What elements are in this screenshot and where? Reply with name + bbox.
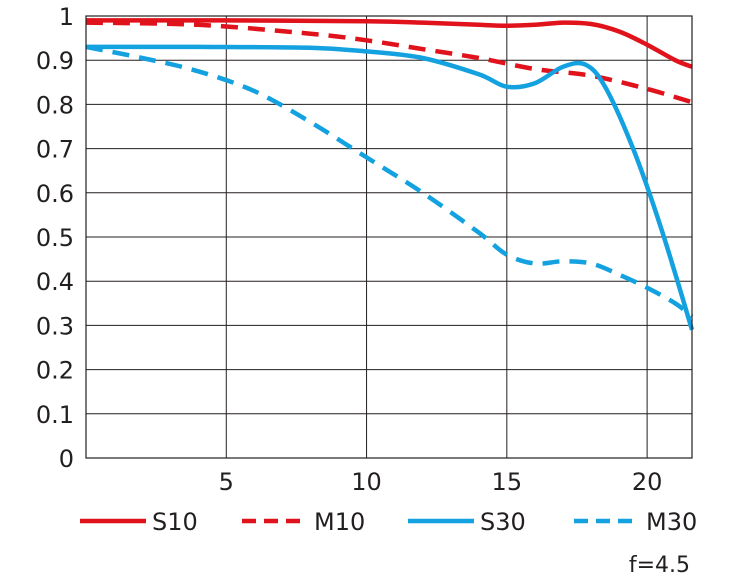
legend-label-s10: S10 bbox=[152, 508, 198, 536]
series-line-m10 bbox=[85, 20, 693, 105]
y-tick-label: 0.2 bbox=[36, 357, 74, 385]
legend-label-s30: S30 bbox=[480, 508, 526, 536]
y-tick-label: 0.3 bbox=[36, 312, 74, 340]
series-layer bbox=[85, 18, 695, 331]
legend-label-m10: M10 bbox=[314, 508, 365, 536]
series-line-s30 bbox=[85, 44, 695, 331]
y-tick-label: 0.8 bbox=[36, 91, 74, 119]
series-line-s10 bbox=[85, 18, 693, 69]
y-tick-label: 0.6 bbox=[36, 180, 74, 208]
legend-label-m30: M30 bbox=[646, 508, 697, 536]
y-tick-label: 0.4 bbox=[36, 268, 74, 296]
x-tick-label: 20 bbox=[632, 468, 663, 496]
y-tick-label: 0.9 bbox=[36, 47, 74, 75]
series-line-m30 bbox=[85, 44, 694, 319]
legend: S10 M10 S30 M30 bbox=[80, 508, 697, 536]
y-tick-label: 0.5 bbox=[36, 224, 74, 252]
x-tick-label: 10 bbox=[351, 468, 382, 496]
y-tick-label: 0 bbox=[59, 445, 74, 473]
plot-frame bbox=[85, 15, 693, 459]
x-tick-label: 15 bbox=[492, 468, 523, 496]
y-tick-label: 0.1 bbox=[36, 401, 74, 429]
axes: 00.10.20.30.40.50.60.70.80.915 10 15 20 bbox=[36, 3, 693, 496]
aperture-annotation: f=4.5 bbox=[629, 553, 690, 578]
y-tick-label: 1 bbox=[59, 3, 74, 31]
x-tick-label: 5 bbox=[219, 468, 234, 496]
y-tick-label: 0.7 bbox=[36, 136, 74, 164]
